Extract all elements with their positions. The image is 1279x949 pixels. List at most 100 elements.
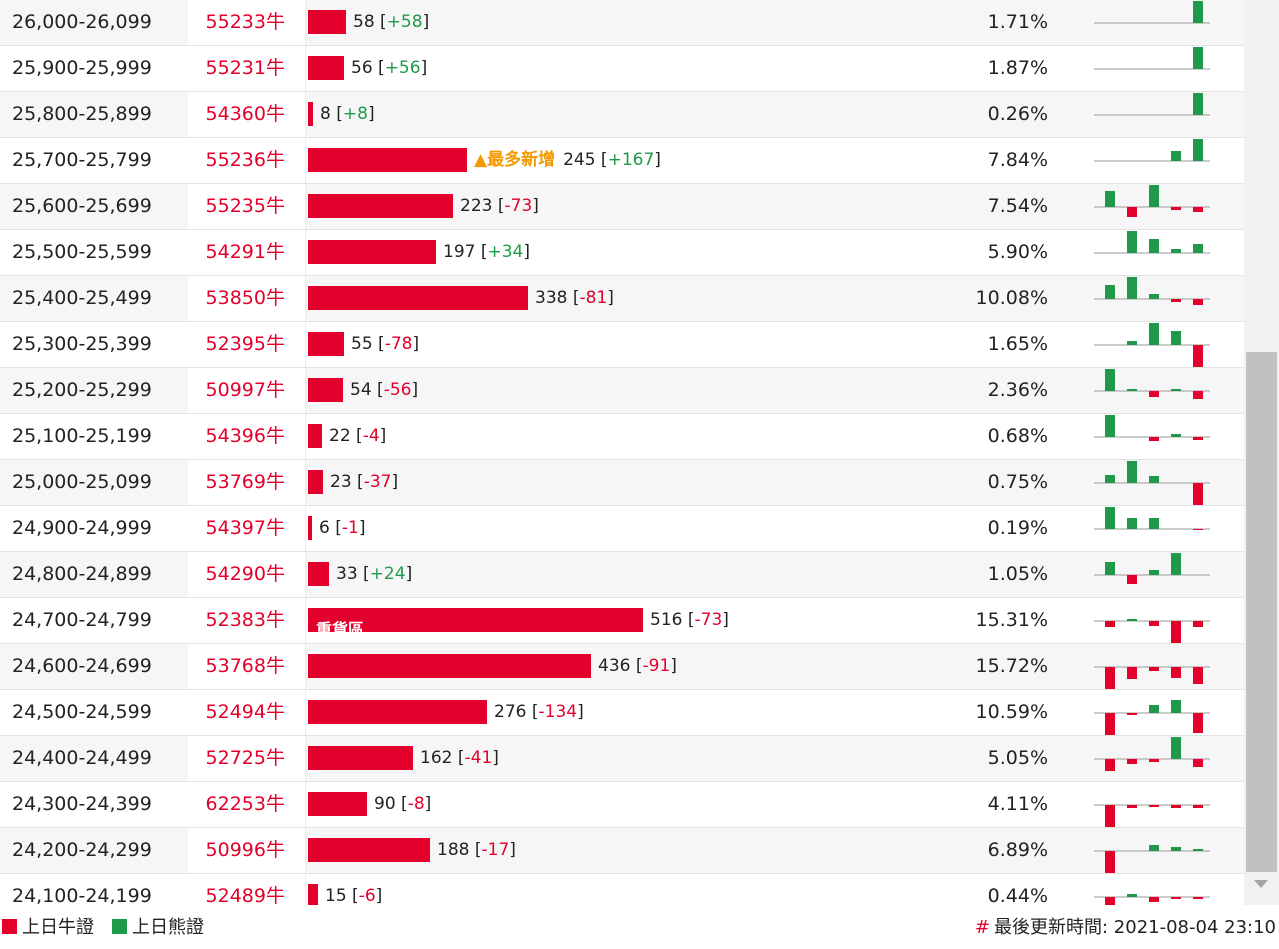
volume-change: -56: [383, 380, 412, 400]
warrant-code-link[interactable]: 53768牛: [205, 655, 285, 677]
sparkline-bar: [1149, 323, 1159, 345]
sparkline-bar: [1127, 341, 1137, 345]
table-row: 25,000-25,099 53769牛 23 [-37] 0.75%: [0, 460, 1244, 506]
warrant-code-link[interactable]: 54396牛: [205, 425, 285, 447]
warrant-code-link[interactable]: 52494牛: [205, 701, 285, 723]
sparkline-bar: [1193, 299, 1203, 305]
sparkline-bar: [1127, 805, 1137, 808]
percentage: 1.05%: [987, 563, 1048, 585]
sparkline-bar: [1127, 575, 1137, 584]
warrant-distribution-table: 26,000-26,099 55233牛 58 [+58] 1.71% 25,900-2…: [0, 0, 1244, 920]
warrant-code-link[interactable]: 55231牛: [205, 57, 285, 79]
bar-cell: 6 [-1]: [305, 506, 986, 551]
sparkline-bar: [1149, 185, 1159, 207]
sparkline-bar: [1127, 713, 1137, 715]
warrant-code-link[interactable]: 50997牛: [205, 379, 285, 401]
volume-change: -1: [341, 518, 359, 538]
strike-range: 25,000-25,099: [12, 471, 152, 493]
warrant-code-link[interactable]: 54397牛: [205, 517, 285, 539]
sparkline-bar: [1127, 207, 1137, 217]
volume-number: 22: [329, 426, 351, 446]
bar-cell: 223 [-73]: [305, 184, 986, 229]
volume-change: -41: [464, 748, 493, 768]
scrollbar-thumb[interactable]: [1246, 352, 1277, 872]
daily-change-sparkline: [1094, 737, 1210, 771]
warrant-code-link[interactable]: 54360牛: [205, 103, 285, 125]
bar-cell: 162 [-41]: [305, 736, 986, 781]
sparkline-bar: [1105, 621, 1115, 627]
warrant-code-cell: 54360牛: [188, 92, 305, 137]
volume-value: 6 [-1]: [319, 518, 366, 538]
sparkline-bar: [1149, 805, 1159, 807]
volume-bar: [308, 654, 591, 678]
percentage: 4.11%: [987, 793, 1048, 815]
table-row: 25,600-25,699 55235牛 223 [-73] 7.54%: [0, 184, 1244, 230]
vertical-scrollbar[interactable]: [1244, 0, 1279, 905]
warrant-code-link[interactable]: 52489牛: [205, 885, 285, 907]
warrant-code-cell: 54291牛: [188, 230, 305, 275]
warrant-code-link[interactable]: 52395牛: [205, 333, 285, 355]
volume-bar: [308, 286, 528, 310]
warrant-code-link[interactable]: 55233牛: [205, 11, 285, 33]
sparkline-bar: [1193, 47, 1203, 69]
sparkline-bar: [1105, 191, 1115, 207]
percentage: 1.65%: [987, 333, 1048, 355]
sparkline-bar: [1193, 897, 1203, 899]
warrant-code-cell: 53768牛: [188, 644, 305, 689]
bar-cell: 33 [+24]: [305, 552, 986, 597]
bar-cell: 276 [-134]: [305, 690, 986, 735]
volume-bar: [308, 332, 344, 356]
table-row: 24,800-24,899 54290牛 33 [+24] 1.05%: [0, 552, 1244, 598]
volume-change: +24: [369, 564, 406, 584]
warrant-code-link[interactable]: 54291牛: [205, 241, 285, 263]
bull-swatch-icon: [2, 919, 17, 934]
warrant-code-cell: 52383牛: [188, 598, 305, 643]
daily-change-sparkline: [1094, 139, 1210, 162]
sparkline-bar: [1171, 299, 1181, 302]
sparkline-bar: [1193, 529, 1203, 530]
percentage: 0.75%: [987, 471, 1048, 493]
volume-change: +167: [607, 150, 655, 170]
warrant-code-link[interactable]: 53850牛: [205, 287, 285, 309]
table-row: 25,500-25,599 54291牛 197 [+34] 5.90%: [0, 230, 1244, 276]
warrant-code-link[interactable]: 62253牛: [205, 793, 285, 815]
sparkline-bar: [1149, 518, 1159, 529]
bar-cell: 90 [-8]: [305, 782, 986, 827]
scroll-down-arrow-icon[interactable]: [1254, 880, 1268, 888]
table-row: 25,900-25,999 55231牛 56 [+56] 1.87%: [0, 46, 1244, 92]
warrant-code-link[interactable]: 52383牛: [205, 609, 285, 631]
strike-range: 25,300-25,399: [12, 333, 152, 355]
warrant-code-cell: 52725牛: [188, 736, 305, 781]
table-row: 25,700-25,799 55236牛 ▲最多新增 245 [+167] 7.84%: [0, 138, 1244, 184]
table-row: 26,000-26,099 55233牛 58 [+58] 1.71%: [0, 0, 1244, 46]
percentage: 0.26%: [987, 103, 1048, 125]
legend-bear-label: 上日熊證: [132, 917, 204, 938]
sparkline-bar: [1171, 805, 1181, 808]
sparkline-bar: [1193, 244, 1203, 253]
warrant-code-link[interactable]: 50996牛: [205, 839, 285, 861]
warrant-code-link[interactable]: 54290牛: [205, 563, 285, 585]
sparkline-bar: [1193, 1, 1203, 23]
table-row: 24,600-24,699 53768牛 436 [-91] 15.72%: [0, 644, 1244, 690]
sparkline-bar: [1105, 805, 1115, 827]
volume-value: 436 [-91]: [598, 656, 677, 676]
strike-range: 25,900-25,999: [12, 57, 152, 79]
warrant-code-link[interactable]: 52725牛: [205, 747, 285, 769]
bar-cell: 338 [-81]: [305, 276, 986, 321]
volume-bar: 重貨區: [308, 608, 643, 639]
sparkline-bar: [1171, 151, 1181, 161]
strike-range: 24,200-24,299: [12, 839, 152, 861]
strike-range: 24,700-24,799: [12, 609, 152, 631]
daily-change-sparkline: [1094, 231, 1210, 254]
sparkline-bar: [1105, 851, 1115, 873]
strike-range: 24,400-24,499: [12, 747, 152, 769]
sparkline-bar: [1105, 667, 1115, 689]
table-row: 25,200-25,299 50997牛 54 [-56] 2.36%: [0, 368, 1244, 414]
sparkline-bar: [1127, 619, 1137, 621]
daily-change-sparkline: [1094, 619, 1210, 643]
warrant-code-link[interactable]: 55235牛: [205, 195, 285, 217]
bar-cell: 56 [+56]: [305, 46, 986, 91]
strike-range: 24,800-24,899: [12, 563, 152, 585]
warrant-code-link[interactable]: 53769牛: [205, 471, 285, 493]
warrant-code-link[interactable]: 55236牛: [205, 149, 285, 171]
